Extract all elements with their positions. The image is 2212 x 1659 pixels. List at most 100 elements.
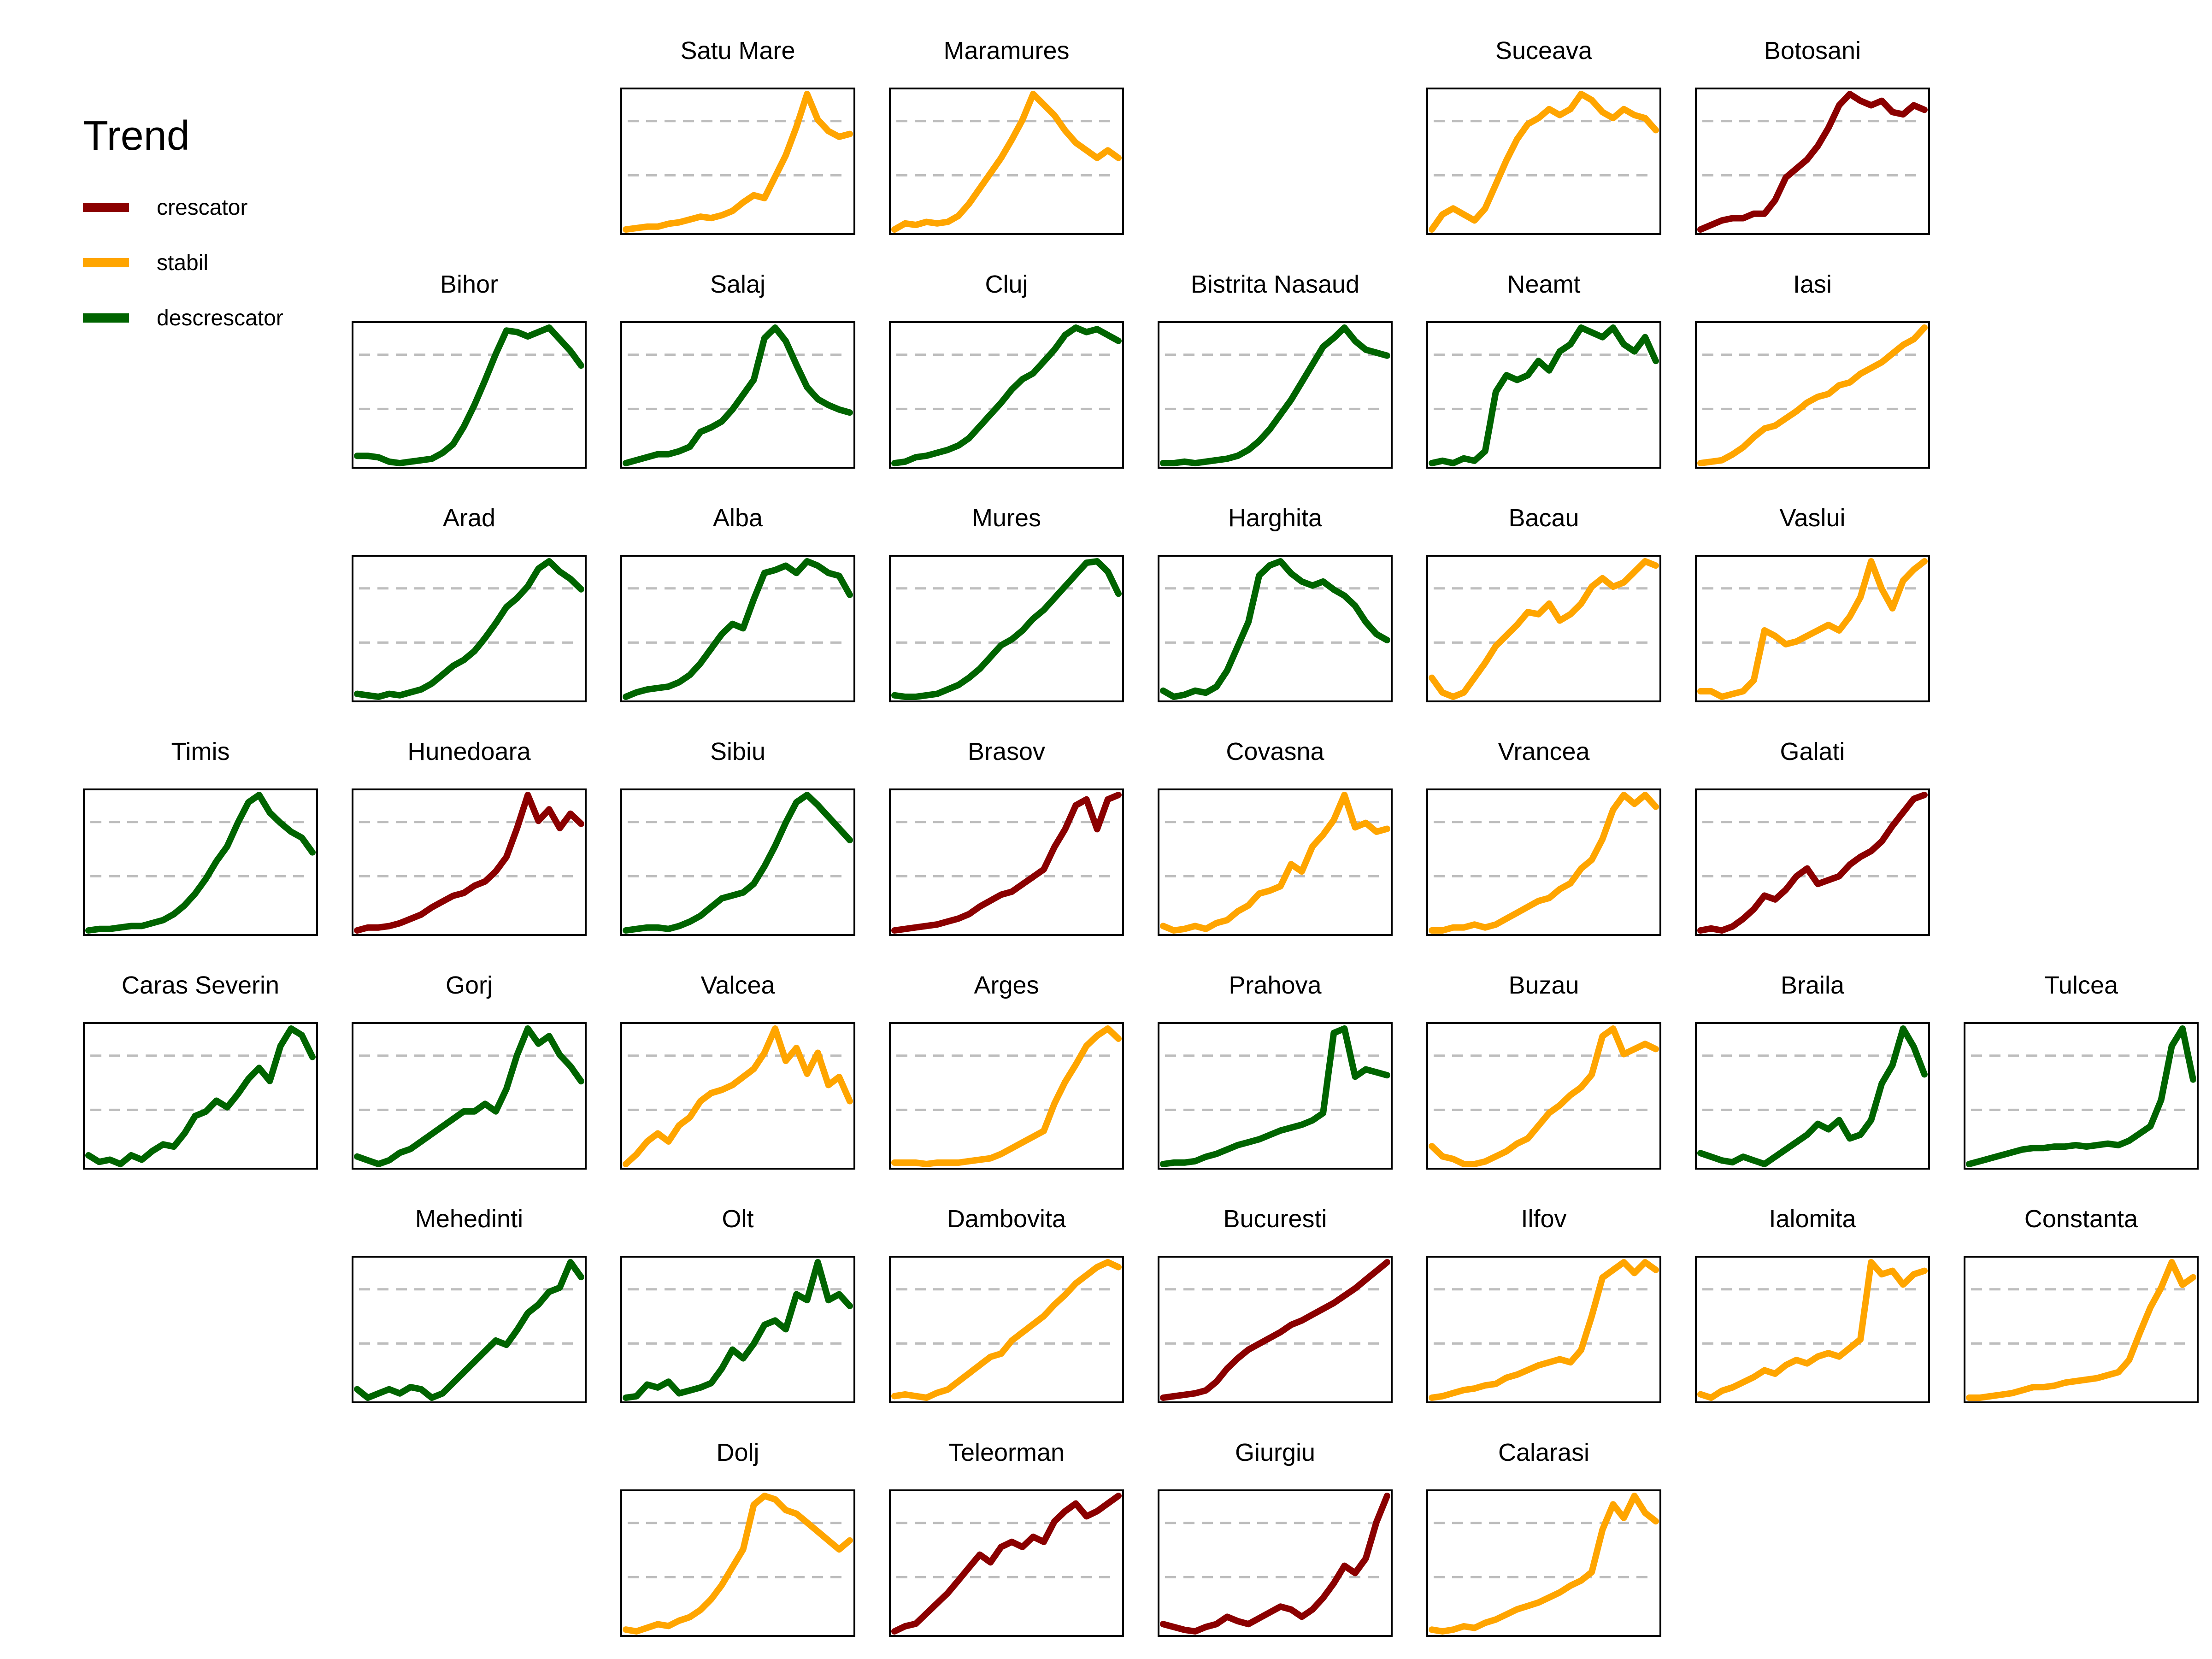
- series-line-descrescator: [891, 558, 1122, 700]
- panel-title: Galati: [1780, 738, 1845, 765]
- series-line-stabil: [1429, 1025, 1659, 1167]
- panel-frame: [352, 1256, 587, 1403]
- panel-plot: [620, 321, 855, 469]
- panel-plot: [620, 1022, 855, 1170]
- panel-frame: [1426, 788, 1661, 936]
- panel-frame: [1426, 1022, 1661, 1170]
- series-line-crescator: [891, 1493, 1122, 1635]
- panel-title: Hunedoara: [407, 738, 531, 765]
- panel-title: Bistrita Nasaud: [1190, 271, 1360, 298]
- panel-title: Vaslui: [1779, 504, 1846, 532]
- panel-mehedinti: Mehedinti: [352, 1191, 587, 1403]
- panel-plot: [889, 88, 1124, 235]
- panel-title: Sibiu: [710, 738, 766, 765]
- panel-plot: [620, 88, 855, 235]
- panel-frame: [1158, 321, 1393, 469]
- panel-title: Salaj: [710, 271, 766, 298]
- series-line-stabil: [1429, 1259, 1659, 1401]
- series-line-stabil: [623, 1025, 853, 1167]
- panel-giurgiu: Giurgiu: [1158, 1425, 1393, 1637]
- panel-plot: [1158, 1256, 1393, 1403]
- panel-title: Gorj: [445, 971, 493, 999]
- panel-plot: [352, 555, 587, 702]
- panel-title: Buzau: [1508, 971, 1579, 999]
- panel-gorj: Gorj: [352, 958, 587, 1170]
- panel-hunedoara: Hunedoara: [352, 724, 587, 936]
- panel-title: Cluj: [985, 271, 1028, 298]
- panel-frame: [1695, 321, 1930, 469]
- panel-frame: [620, 321, 855, 469]
- panel-timis: Timis: [83, 724, 318, 936]
- series-line-crescator: [1697, 91, 1928, 233]
- panel-botosani: Botosani: [1695, 23, 1930, 235]
- series-line-descrescator: [1160, 324, 1390, 466]
- panel-tulcea: Tulcea: [1964, 958, 2199, 1170]
- panel-satu-mare: Satu Mare: [620, 23, 855, 235]
- series-line-stabil: [891, 1259, 1122, 1401]
- panel-buzau: Buzau: [1426, 958, 1661, 1170]
- panel-plot: [352, 1256, 587, 1403]
- panel-title: Giurgiu: [1235, 1439, 1316, 1466]
- panel-frame: [1964, 1256, 2199, 1403]
- series-line-descrescator: [1697, 1025, 1928, 1167]
- legend: Trend crescator stabil descrescator: [83, 115, 283, 346]
- series-line-descrescator: [354, 324, 584, 466]
- panel-title: Mures: [971, 504, 1041, 532]
- panel-title: Suceava: [1495, 37, 1593, 65]
- panel-plot: [889, 788, 1124, 936]
- panel-frame: [620, 1022, 855, 1170]
- series-line-descrescator: [85, 1025, 316, 1167]
- panel-title: Valcea: [700, 971, 775, 999]
- series-line-descrescator: [623, 792, 853, 934]
- panel-title: Ialomita: [1769, 1205, 1856, 1233]
- panel-iasi: Iasi: [1695, 257, 1930, 469]
- panel-dambovita: Dambovita: [889, 1191, 1124, 1403]
- panel-frame: [889, 88, 1124, 235]
- panel-bistrita-nasaud: Bistrita Nasaud: [1158, 257, 1393, 469]
- panel-title: Bacau: [1508, 504, 1579, 532]
- panel-frame: [620, 88, 855, 235]
- panel-frame: [889, 1256, 1124, 1403]
- series-line-stabil: [1697, 1259, 1928, 1401]
- series-line-stabil: [1697, 558, 1928, 700]
- panel-frame: [1158, 1489, 1393, 1637]
- panel-title: Maramures: [943, 37, 1070, 65]
- panel-plot: [352, 788, 587, 936]
- panel-ilfov: Ilfov: [1426, 1191, 1661, 1403]
- panel-plot: [1426, 788, 1661, 936]
- panel-arges: Arges: [889, 958, 1124, 1170]
- panel-plot: [1695, 788, 1930, 936]
- panel-plot: [1158, 321, 1393, 469]
- panel-vaslui: Vaslui: [1695, 490, 1930, 702]
- series-line-descrescator: [85, 792, 316, 934]
- series-line-stabil: [1966, 1259, 2196, 1401]
- panel-plot: [889, 1256, 1124, 1403]
- legend-entry-stabil: stabil: [83, 235, 283, 290]
- panel-cluj: Cluj: [889, 257, 1124, 469]
- panel-title: Covasna: [1226, 738, 1324, 765]
- panel-bihor: Bihor: [352, 257, 587, 469]
- panel-title: Harghita: [1228, 504, 1323, 532]
- legend-label-crescator: crescator: [157, 195, 248, 220]
- series-line-stabil: [623, 1493, 853, 1635]
- panel-prahova: Prahova: [1158, 958, 1393, 1170]
- panel-title: Teleorman: [948, 1439, 1065, 1466]
- panel-covasna: Covasna: [1158, 724, 1393, 936]
- series-line-crescator: [1160, 1259, 1390, 1401]
- panel-title: Botosani: [1764, 37, 1861, 65]
- panel-dolj: Dolj: [620, 1425, 855, 1637]
- panel-frame: [1695, 1256, 1930, 1403]
- panel-plot: [1426, 1022, 1661, 1170]
- panel-frame: [889, 555, 1124, 702]
- panel-title: Iasi: [1793, 271, 1832, 298]
- panel-suceava: Suceava: [1426, 23, 1661, 235]
- legend-label-descrescator: descrescator: [157, 306, 283, 330]
- series-line-crescator: [354, 792, 584, 934]
- series-line-descrescator: [623, 324, 853, 466]
- panel-title: Arad: [442, 504, 496, 532]
- panel-title: Bucuresti: [1223, 1205, 1327, 1233]
- panel-plot: [620, 788, 855, 936]
- panel-frame: [352, 555, 587, 702]
- panel-mures: Mures: [889, 490, 1124, 702]
